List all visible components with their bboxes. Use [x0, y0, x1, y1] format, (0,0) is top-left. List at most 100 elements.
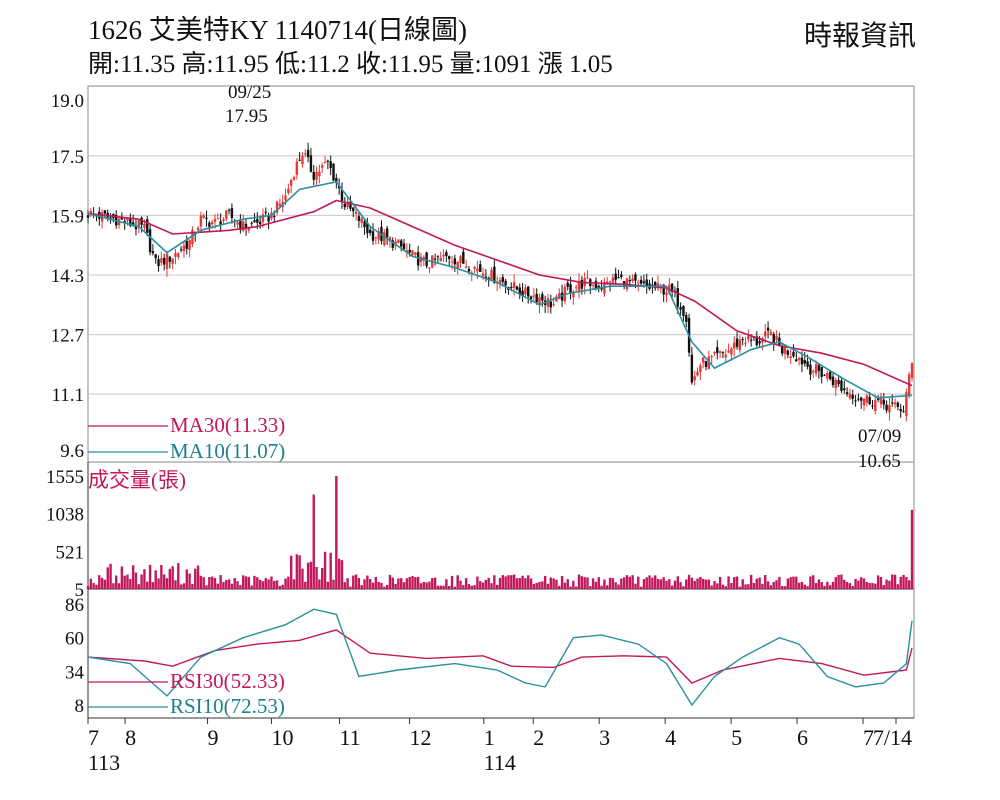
volume-bar	[591, 578, 595, 589]
volume-bar	[589, 586, 592, 589]
volume-bar	[388, 574, 392, 589]
candle-body	[501, 277, 505, 282]
volume-bar	[780, 586, 784, 589]
volume-bar	[795, 576, 798, 589]
candle-body	[467, 269, 471, 272]
price-tick-label: 17.5	[51, 147, 84, 168]
candle-body	[289, 179, 293, 186]
volume-bar	[555, 579, 558, 589]
candle-body	[448, 256, 451, 259]
candle-body	[481, 273, 485, 277]
candle-body	[789, 356, 792, 359]
volume-bar	[490, 583, 493, 589]
candle-body	[154, 254, 157, 259]
volume-bar	[580, 576, 584, 589]
candle-body	[292, 177, 296, 180]
volume-bar	[614, 582, 617, 589]
candle-body	[730, 348, 733, 355]
volume-tick-label: 521	[56, 542, 85, 563]
candle-body	[165, 253, 169, 269]
volume-bar	[120, 566, 124, 589]
candle-body	[614, 273, 617, 280]
candle-body	[227, 209, 231, 211]
volume-bar	[529, 578, 533, 589]
volume-bar	[134, 572, 138, 589]
candle-body	[298, 159, 301, 161]
volume-bar	[470, 585, 473, 589]
volume-bar	[213, 577, 217, 589]
candle-body	[360, 218, 363, 223]
volume-bar	[422, 581, 426, 589]
rsi-tick-label: 8	[75, 696, 85, 717]
volume-bar	[854, 578, 857, 589]
volume-bar	[448, 586, 451, 589]
volume-bar	[834, 577, 838, 589]
candle-body	[476, 268, 479, 272]
candle-body	[182, 245, 186, 252]
volume-bar	[301, 568, 304, 589]
volume-bar	[693, 581, 696, 589]
candle-body	[823, 374, 826, 376]
candle-body	[315, 171, 318, 180]
volume-bar	[724, 586, 727, 589]
candle-body	[357, 216, 361, 222]
volume-bar	[603, 579, 606, 589]
candle-body	[278, 203, 282, 206]
volume-bar	[676, 576, 679, 589]
volume-bar	[848, 583, 852, 589]
volume-bar	[764, 574, 767, 589]
candle-body	[185, 240, 188, 249]
candle-body	[332, 163, 335, 181]
volume-bar	[690, 577, 694, 589]
candle-body	[397, 239, 400, 243]
volume-bar	[738, 586, 742, 589]
volume-bar	[783, 586, 787, 589]
volume-bar	[642, 579, 646, 589]
volume-tick-label: 5	[75, 580, 85, 601]
rsi-tick-label: 34	[65, 662, 85, 683]
candle-body	[411, 250, 414, 256]
volume-bar	[597, 577, 600, 589]
candle-body	[137, 220, 140, 227]
price-tick-label: 19.0	[51, 91, 84, 112]
candle-body	[383, 232, 386, 246]
volume-bar	[501, 575, 505, 589]
volume-bar	[394, 583, 397, 589]
candle-body	[329, 161, 332, 169]
volume-bar	[541, 581, 544, 589]
candle-body	[727, 350, 730, 353]
volume-bar	[408, 576, 411, 589]
x-month-label: 1	[484, 725, 495, 750]
volume-bar	[789, 577, 792, 589]
candle-body	[484, 276, 488, 279]
price-tick-label: 14.3	[51, 266, 84, 287]
candle-body	[885, 404, 888, 411]
candle-body	[535, 293, 538, 303]
volume-bar	[230, 583, 234, 589]
candle-body	[134, 226, 138, 230]
volume-bar	[106, 567, 109, 589]
volume-bar	[419, 583, 423, 589]
volume-bar	[321, 568, 324, 589]
volume-bar	[98, 575, 101, 589]
volume-bar	[182, 583, 186, 589]
volume-bar	[340, 560, 344, 589]
candle-body	[699, 365, 702, 373]
volume-bar	[645, 577, 648, 589]
candle-body	[253, 220, 256, 223]
volume-bar	[179, 584, 183, 589]
volume-bar	[318, 579, 321, 589]
candle-body	[242, 221, 245, 231]
volume-bar	[233, 578, 236, 589]
volume-bar	[766, 581, 770, 589]
volume-bar	[809, 576, 812, 589]
volume-bar	[817, 579, 821, 589]
volume-bar	[357, 577, 361, 589]
candle-body	[318, 171, 321, 177]
candle-body	[86, 215, 90, 218]
volume-bar	[397, 578, 400, 589]
volume-bar	[617, 584, 620, 589]
volume-bar	[493, 575, 496, 589]
volume-bar	[278, 585, 282, 589]
candle-body	[645, 279, 648, 287]
